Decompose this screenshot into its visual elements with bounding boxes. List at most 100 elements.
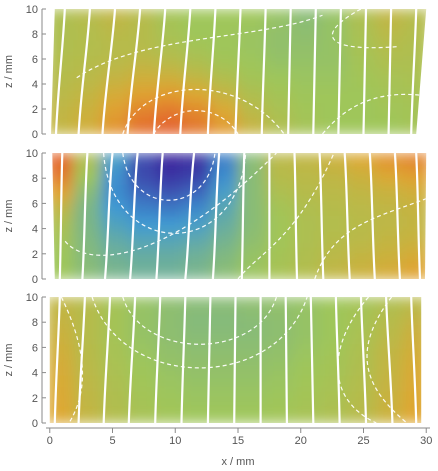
field-line: [293, 153, 299, 279]
heatmap-cell: [128, 71, 157, 88]
heatmap-cell: [100, 216, 129, 233]
heatmap-cell: [183, 263, 212, 279]
heatmap-cell: [402, 375, 422, 393]
contour-line: [153, 110, 239, 134]
field-line: [343, 153, 351, 279]
heatmap-cell: [292, 153, 321, 170]
heatmap-cell: [210, 118, 239, 134]
heatmap-cell: [292, 312, 321, 330]
heatmap-cell: [128, 247, 157, 264]
heatmap-cell: [183, 407, 212, 423]
heatmap-cell: [375, 247, 404, 264]
heatmap-cell: [347, 102, 376, 119]
heatmap-cell: [375, 407, 404, 423]
x-axis-label: x / mm: [222, 456, 255, 468]
heatmap-cell: [100, 71, 129, 88]
field-line: [102, 297, 112, 423]
heatmap-cell: [210, 375, 239, 393]
heatmap-cell: [265, 360, 294, 377]
heatmap-cell: [292, 118, 321, 134]
heatmap-cell: [73, 87, 102, 104]
y-tick-label: 2: [32, 249, 38, 261]
heatmap-cell: [210, 200, 239, 217]
heatmap-cell: [52, 231, 75, 249]
heatmap-cell: [128, 168, 157, 186]
field-line: [77, 297, 86, 423]
heatmap-cell: [347, 184, 376, 201]
heatmap-cell: [320, 344, 349, 361]
field-line: [103, 153, 114, 279]
y-tick-label: 4: [32, 368, 38, 380]
field-line: [410, 9, 418, 134]
heatmap-cell: [100, 328, 129, 345]
heatmap-cell: [155, 360, 184, 377]
field-line: [337, 9, 342, 134]
field-line: [129, 153, 139, 279]
heatmap-cell: [375, 297, 404, 314]
heatmap-cell: [402, 184, 427, 201]
heatmap-cell: [238, 297, 267, 314]
heatmap-cell: [51, 9, 75, 26]
field-line: [334, 297, 341, 423]
heatmap-cell: [210, 297, 239, 314]
y-tick-label: 2: [32, 393, 38, 405]
heatmap-cell: [292, 200, 321, 217]
field-line: [155, 153, 164, 279]
heatmap-cell: [51, 24, 75, 41]
heatmap-cell: [238, 55, 267, 73]
heatmap-cell: [402, 297, 422, 314]
field-line: [233, 297, 237, 423]
y-axis: 0 2 4 6 8 10 z / mm: [3, 4, 46, 141]
y-tick-label: 4: [32, 79, 38, 91]
heatmap-cell: [73, 200, 102, 217]
heatmap-cell: [375, 328, 404, 345]
heatmap-cell: [73, 231, 102, 249]
heatmap-cell: [100, 375, 129, 393]
heatmap-cell: [265, 55, 294, 73]
field-lines: [53, 297, 418, 423]
heatmap-cell: [292, 297, 321, 314]
heatmap-cell: [402, 344, 422, 361]
y-axis-label: z / mm: [3, 200, 15, 233]
heatmap-cell: [238, 247, 267, 264]
heatmap-cell: [49, 375, 75, 393]
heatmap-cell: [265, 9, 294, 26]
heatmap-cell: [320, 360, 349, 377]
x-tick-label: 30: [420, 435, 432, 447]
heatmap-cell: [265, 263, 294, 279]
heatmap-cell: [402, 168, 427, 186]
field-line: [309, 297, 315, 423]
heatmap-cell: [265, 247, 294, 264]
contour-line: [331, 9, 400, 49]
heatmap-cell: [292, 375, 321, 393]
heatmap-cell: [210, 391, 239, 408]
heatmap-cell: [73, 360, 102, 377]
heatmap-cell: [402, 118, 427, 134]
heatmap-cell: [402, 9, 427, 26]
heatmap-cell: [155, 391, 184, 408]
heatmap-cell: [320, 118, 349, 134]
heatmap-cell: [320, 407, 349, 423]
heatmap-cell: [155, 312, 184, 330]
heatmap-cell: [292, 87, 321, 104]
heatmap-cell: [238, 216, 267, 233]
heatmap-cell: [73, 407, 102, 423]
heatmap-cell: [155, 407, 184, 423]
heatmap-cell: [155, 24, 184, 41]
heatmap-cell: [128, 344, 157, 361]
field-line: [385, 297, 394, 423]
heatmap-cell: [128, 9, 157, 26]
heatmap-cell: [73, 216, 102, 233]
heatmap-cell: [238, 344, 267, 361]
heatmap-cell: [265, 216, 294, 233]
field-line: [312, 9, 317, 134]
y-axis: 0 2 4 6 8 10 z / mm: [3, 148, 46, 286]
y-tick-label: 2: [32, 104, 38, 116]
heatmap-cell: [347, 153, 376, 170]
heatmap-cell: [100, 118, 129, 134]
heatmap-cell: [347, 231, 376, 249]
panel-bottom: 0 2 4 6 8 10 z / mm: [3, 292, 422, 430]
heatmap-cell: [292, 24, 321, 41]
heatmap-cell: [320, 375, 349, 393]
heatmap-cell: [52, 247, 75, 264]
